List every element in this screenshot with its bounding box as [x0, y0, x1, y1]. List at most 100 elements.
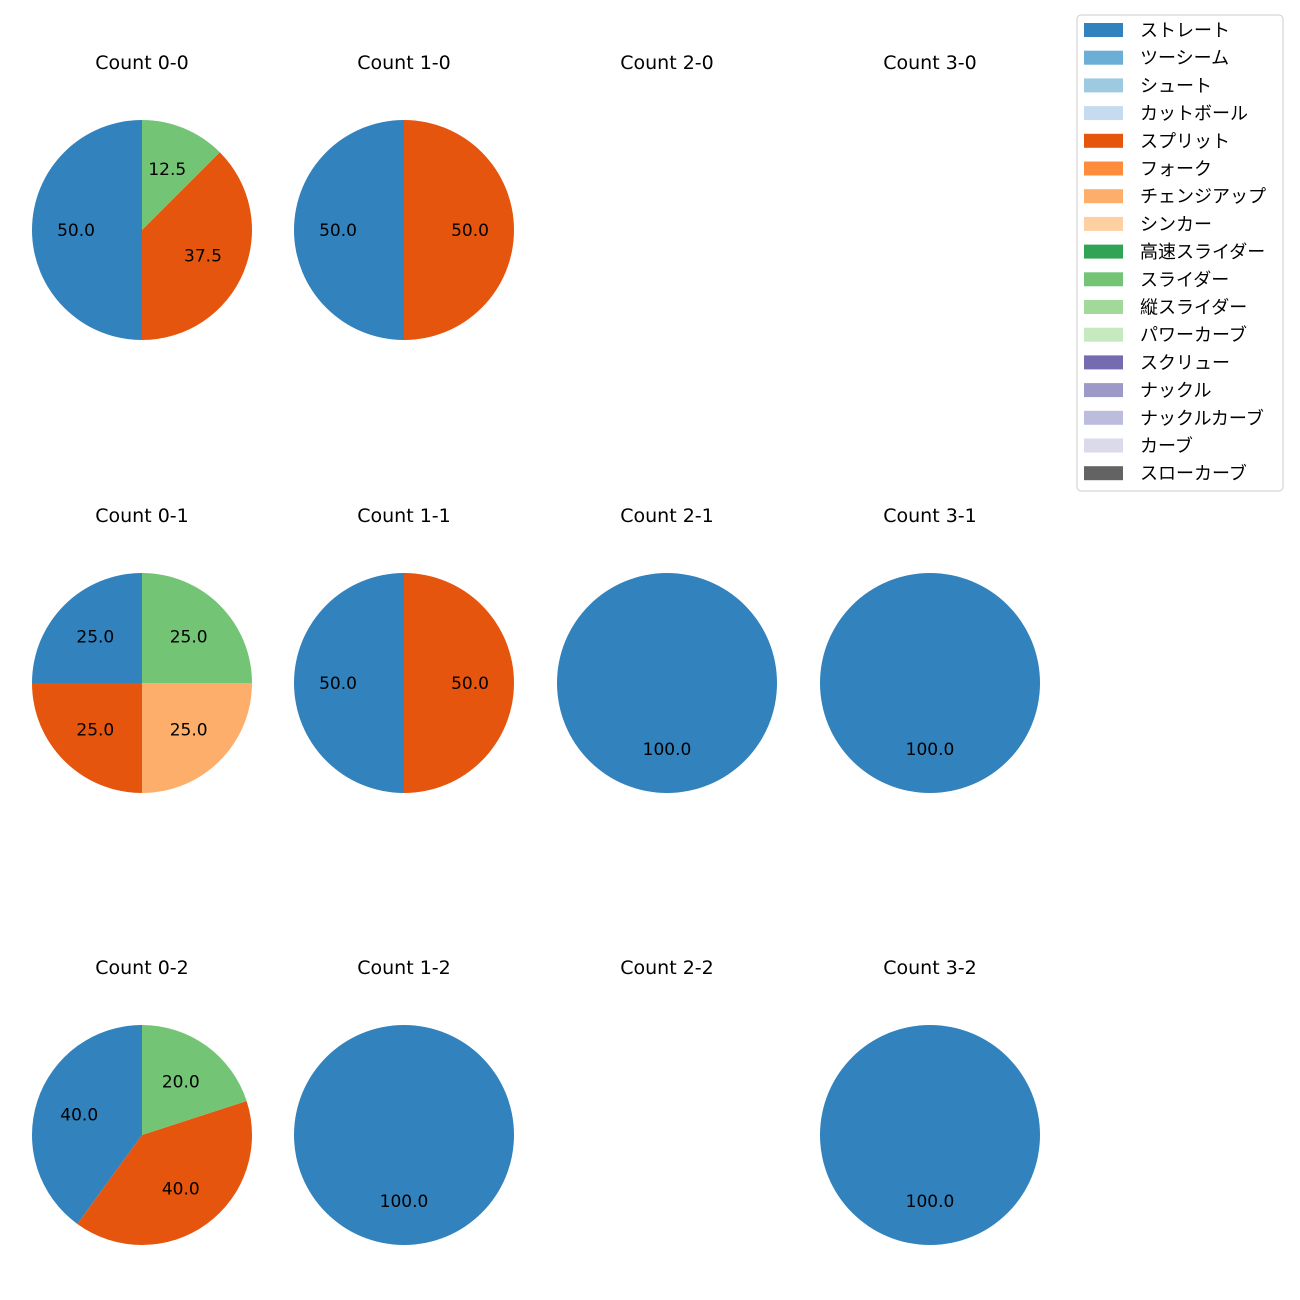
- pie-slice: [142, 1025, 247, 1135]
- pie-count-1-0: Count 1-0 50.0 50.0: [294, 52, 514, 340]
- pie-slice-label: 37.5: [184, 246, 222, 266]
- legend-swatch: [1084, 327, 1123, 342]
- pie-slice-label: 20.0: [162, 1073, 200, 1093]
- legend-swatch: [1084, 383, 1123, 398]
- legend-swatch: [1084, 133, 1123, 148]
- pie-slice: [294, 1025, 514, 1245]
- legend-label: ナックル: [1140, 381, 1211, 402]
- pie-title: Count 0-1: [95, 505, 189, 527]
- pie-count-2-0: Count 2-0: [620, 52, 714, 74]
- pie-slice: [404, 120, 514, 340]
- pie-slice-label: 100.0: [906, 1192, 955, 1212]
- legend-label: カーブ: [1140, 435, 1193, 457]
- pie-slice: [294, 120, 404, 340]
- legend-item: スローカーブ: [1084, 463, 1247, 485]
- legend-label: ストレート: [1140, 21, 1230, 42]
- pie-slice: [142, 573, 252, 683]
- pie-slice-label: 25.0: [76, 627, 114, 647]
- pie-slice-label: 25.0: [170, 721, 208, 741]
- pie-title: Count 2-0: [620, 52, 714, 74]
- legend-item: カットボール: [1084, 104, 1248, 125]
- pie-title: Count 1-0: [357, 52, 451, 74]
- legend-swatch: [1084, 161, 1123, 176]
- pie-slice-label: 50.0: [319, 221, 357, 241]
- pie-slice-label: 100.0: [380, 1192, 429, 1212]
- pie-count-3-0: Count 3-0: [883, 52, 977, 74]
- legend-swatch: [1084, 50, 1123, 65]
- legend-item: フォーク: [1084, 159, 1212, 180]
- legend-item: シュート: [1084, 76, 1212, 97]
- pie-title: Count 2-1: [620, 505, 714, 527]
- pie-title: Count 1-1: [357, 505, 451, 527]
- pie-slice: [31, 1025, 143, 1224]
- pie-title: Count 0-0: [95, 52, 189, 74]
- pie-title: Count 2-2: [620, 957, 714, 979]
- pie-slice: [820, 1025, 1040, 1245]
- pie-count-2-2: Count 2-2: [620, 957, 714, 979]
- legend-item: ナックル: [1084, 381, 1211, 402]
- legend-item: カーブ: [1084, 435, 1193, 457]
- legend-swatch: [1084, 466, 1123, 481]
- legend-label: カットボール: [1140, 104, 1248, 125]
- legend-swatch: [1084, 189, 1123, 204]
- legend-frame: [1076, 14, 1284, 492]
- pie-slice: [32, 683, 142, 793]
- legend-swatch: [1084, 78, 1123, 93]
- legend-label: 高速スライダー: [1140, 242, 1265, 263]
- legend-item: シンカー: [1084, 214, 1212, 235]
- pie-slice: [142, 683, 252, 793]
- legend-swatch: [1084, 106, 1123, 121]
- legend-label: フォーク: [1140, 159, 1212, 180]
- legend: ストレートツーシームシュートカットボールスプリットフォークチェンジアップシンカー…: [1076, 14, 1284, 492]
- pie-count-0-2: Count 0-2 40.0 40.0 20.0: [31, 957, 253, 1246]
- pie-slice: [32, 120, 142, 340]
- legend-item: スクリュー: [1084, 353, 1230, 374]
- legend-swatch: [1084, 272, 1123, 287]
- legend-swatch: [1084, 438, 1123, 453]
- pie-slice-label: 40.0: [162, 1179, 200, 1199]
- pie-slice-label: 12.5: [148, 160, 186, 180]
- pie-slice: [294, 573, 404, 793]
- pie-slice: [820, 573, 1040, 793]
- legend-item: スライダー: [1084, 270, 1229, 291]
- legend-swatch: [1084, 23, 1123, 37]
- pie-slice-label: 50.0: [451, 221, 489, 241]
- legend-label: スライダー: [1140, 270, 1229, 291]
- pie-count-3-2: Count 3-2 100.0: [820, 957, 1040, 1245]
- legend-label: シュート: [1140, 76, 1212, 97]
- pie-slice: [404, 573, 514, 793]
- pie-slice-label: 100.0: [643, 740, 692, 760]
- legend-label: ナックルカーブ: [1140, 407, 1264, 429]
- pie-title: Count 1-2: [357, 957, 451, 979]
- pie-count-0-0: Count 0-0 50.0 37.5 12.5: [32, 52, 252, 340]
- legend-swatch: [1084, 410, 1123, 425]
- legend-swatch: [1084, 244, 1123, 259]
- pie-count-0-1: Count 0-1 25.0 25.0 25.0 25.0: [32, 505, 252, 793]
- pie-slice: [142, 120, 220, 230]
- legend-swatch: [1084, 216, 1123, 231]
- pie-slice: [32, 573, 142, 683]
- pie-title: Count 3-1: [883, 505, 977, 527]
- pie-title: Count 0-2: [95, 957, 189, 979]
- legend-label: ツーシーム: [1140, 48, 1229, 69]
- pie-slice-label: 50.0: [57, 221, 95, 241]
- pie-slice-label: 25.0: [170, 627, 208, 647]
- legend-item: ツーシーム: [1084, 48, 1229, 69]
- legend-item: ナックルカーブ: [1084, 407, 1264, 429]
- legend-item: スプリット: [1084, 131, 1230, 152]
- pie-count-2-1: Count 2-1 100.0: [557, 505, 777, 793]
- pie-slice-label: 50.0: [451, 674, 489, 694]
- legend-label: 縦スライダー: [1140, 298, 1247, 319]
- legend-item: ストレート: [1084, 21, 1230, 42]
- pie-count-1-1: Count 1-1 50.0 50.0: [294, 505, 514, 793]
- pie-slice-label: 50.0: [319, 674, 357, 694]
- legend-label: パワーカーブ: [1140, 324, 1247, 346]
- legend-label: シンカー: [1140, 214, 1212, 235]
- legend-swatch: [1084, 300, 1123, 314]
- legend-label: スクリュー: [1140, 353, 1230, 374]
- legend-label: スローカーブ: [1140, 463, 1247, 485]
- legend-swatch: [1084, 355, 1123, 370]
- pie-slice-label: 25.0: [76, 721, 114, 741]
- pie-title: Count 3-0: [883, 52, 977, 74]
